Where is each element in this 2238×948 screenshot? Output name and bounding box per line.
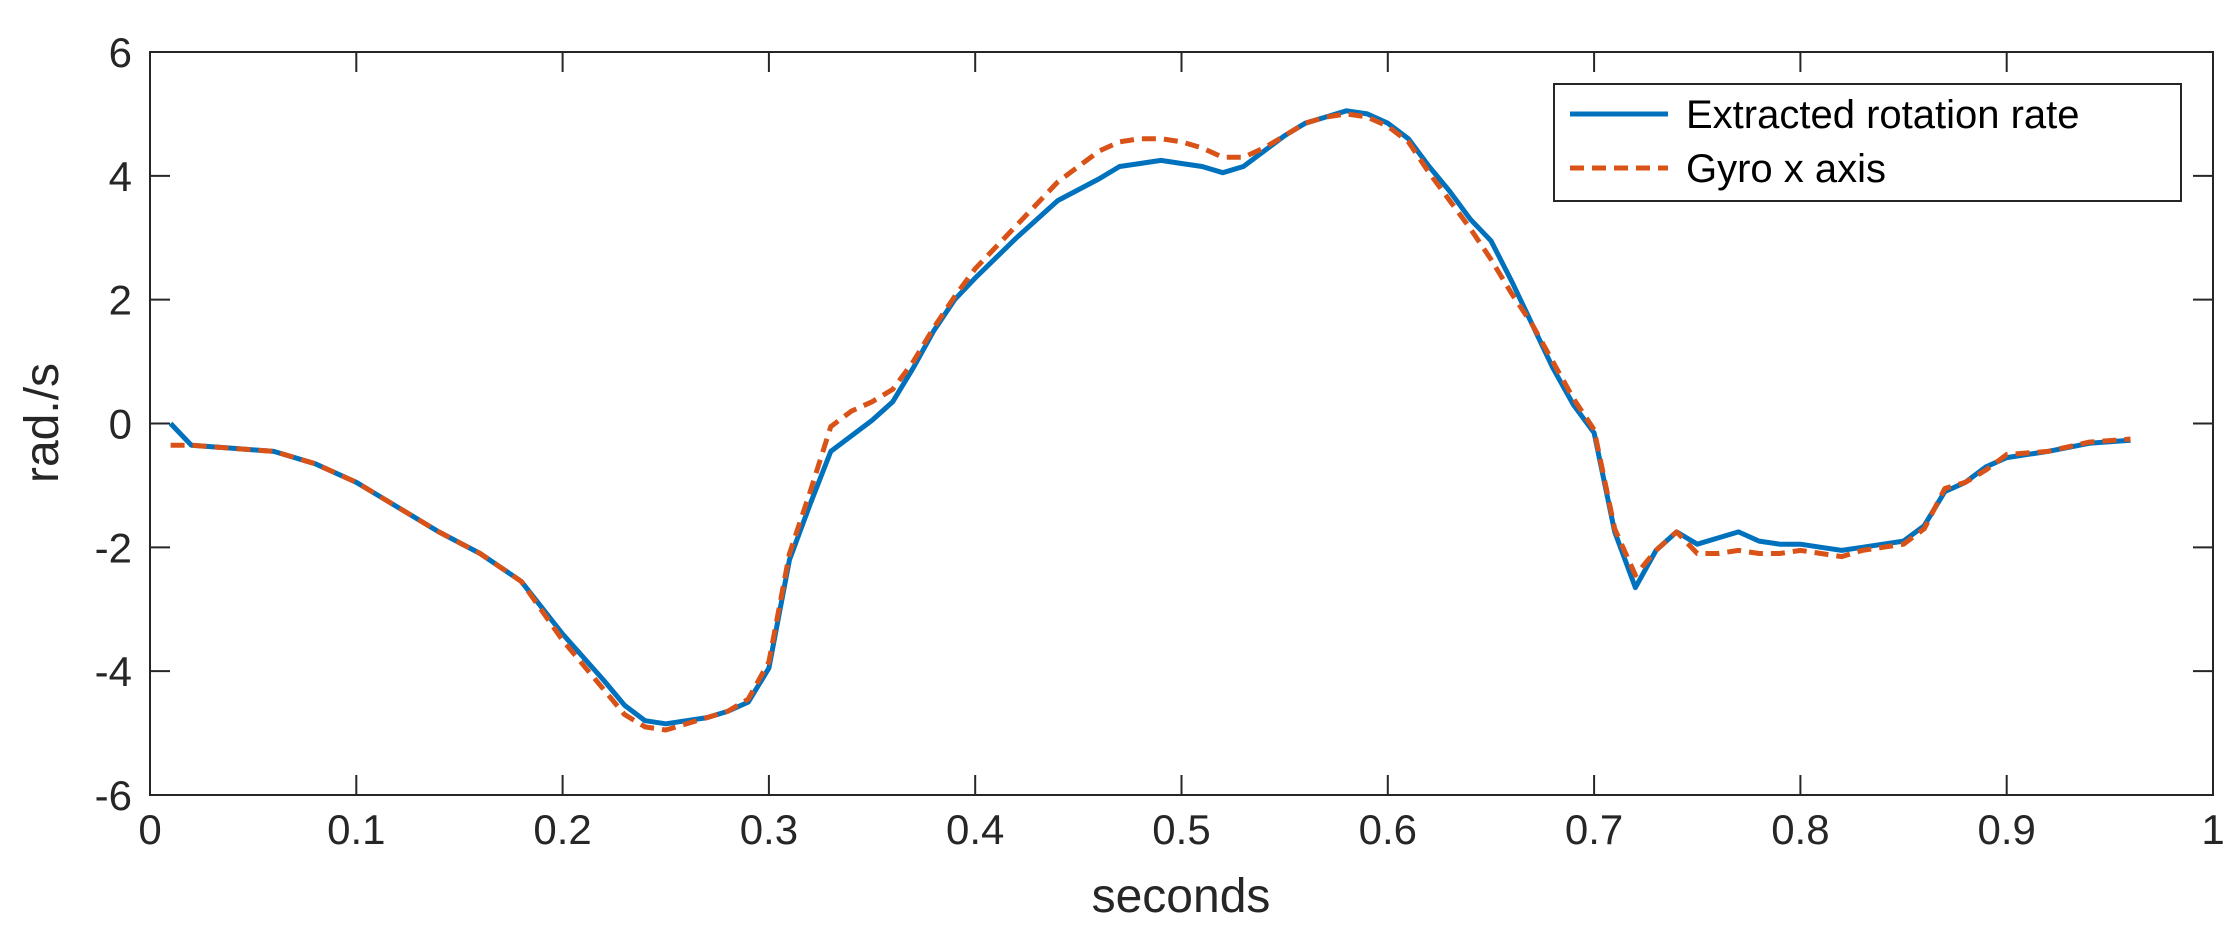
x-axis-label: seconds [1092, 870, 1271, 923]
y-tick-label: 6 [109, 29, 132, 76]
y-tick-label: -6 [95, 772, 132, 819]
y-tick-label: 4 [109, 153, 132, 200]
x-tick-label: 0 [138, 806, 161, 853]
x-tick-label: 0.6 [1359, 806, 1417, 853]
y-axis-label: rad./s [16, 363, 69, 483]
y-tick-label: -4 [95, 648, 132, 695]
y-tick-label: -2 [95, 524, 132, 571]
legend-label-gyro-x-axis: Gyro x axis [1686, 147, 1886, 191]
legend: Extracted rotation rate Gyro x axis [1553, 83, 2182, 202]
x-tick-label: 0.2 [533, 806, 591, 853]
series-line-gyro-x-axis [170, 111, 2131, 733]
legend-label-extracted-rotation-rate: Extracted rotation rate [1686, 93, 2080, 137]
y-tick-label: 0 [109, 401, 132, 448]
x-tick-label: 0.5 [1152, 806, 1210, 853]
x-tick-label: 0.1 [327, 806, 385, 853]
y-axis-ticks: 6 4 2 0 -2 -4 -6 [95, 29, 2213, 819]
legend-box [1553, 83, 2182, 202]
x-tick-label: 0.9 [1978, 806, 2036, 853]
x-tick-label: 0.3 [740, 806, 798, 853]
x-axis-ticks: 0 0.1 0.2 0.3 0.4 0.5 0.6 0.7 0.8 0.9 1 [138, 52, 2225, 853]
x-tick-label: 0.8 [1771, 806, 1829, 853]
x-tick-label: 0.4 [946, 806, 1004, 853]
series-line-extracted-rotation-rate [168, 108, 2131, 727]
y-tick-label: 2 [109, 277, 132, 324]
x-tick-label: 1 [2201, 806, 2224, 853]
x-tick-label: 0.7 [1565, 806, 1623, 853]
series-layer [168, 108, 2131, 733]
